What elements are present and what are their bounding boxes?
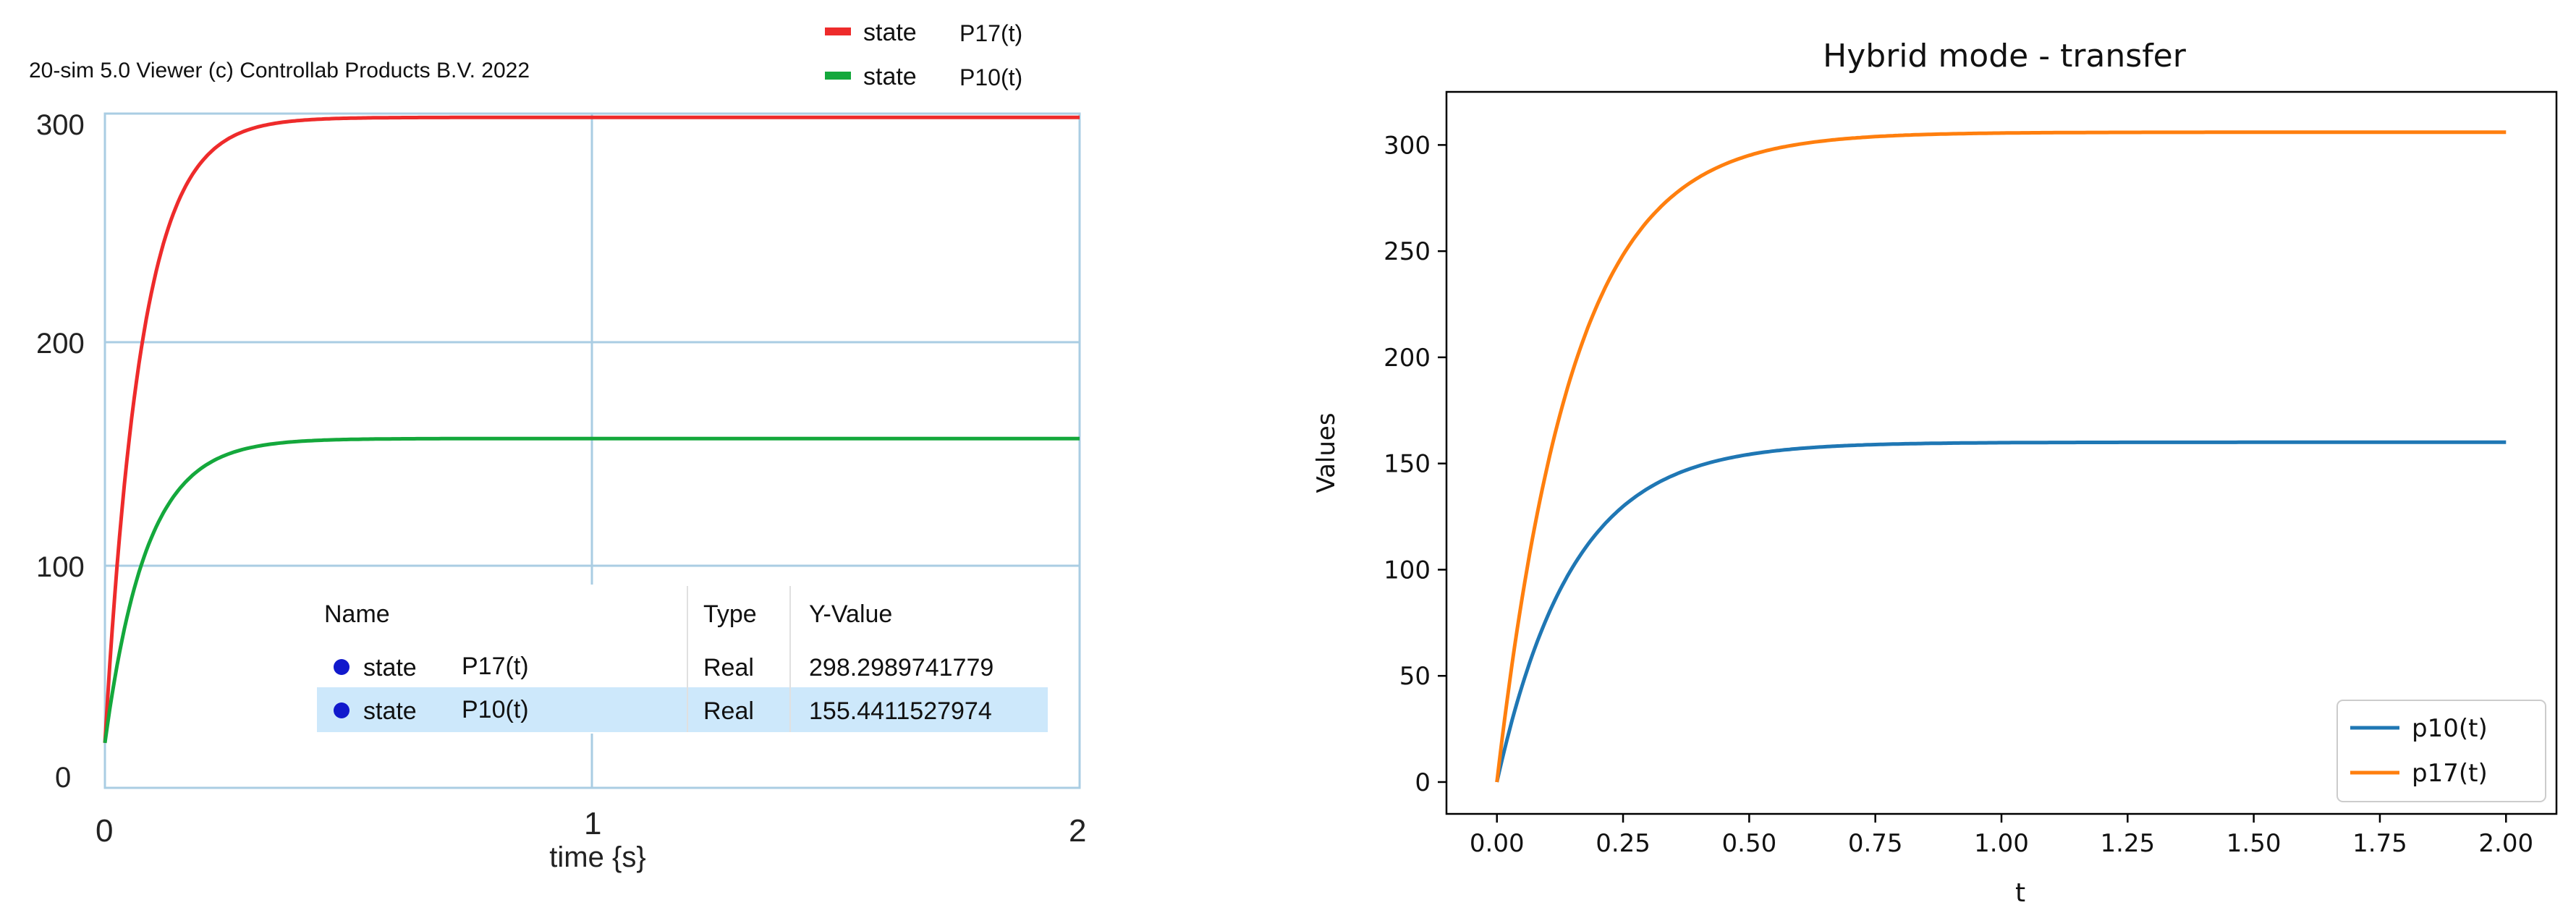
y-axis: 0 50 100 150 200 250 300 (1384, 131, 1446, 797)
x-axis-label: t (2015, 878, 2025, 908)
y-tick-label: 100 (1384, 556, 1431, 585)
x-tick-label: 1.00 (1974, 829, 2029, 858)
series-dot-icon (334, 702, 349, 718)
legend-swatch-p17 (825, 27, 851, 35)
series-line-p10t (1495, 440, 2507, 783)
y-tick-label: 250 (1384, 237, 1431, 266)
table-cell-value: 298.2989741779 (809, 654, 993, 681)
x-tick-label: 1.50 (2227, 829, 2281, 858)
sim-viewer-panel: 20-sim 5.0 Viewer (c) Controllab Product… (0, 0, 1114, 910)
value-table: Name Type Y-Value state P17(t) Real 298.… (317, 585, 1048, 734)
x-tick-label: 1.25 (2100, 829, 2155, 858)
legend-box (2336, 700, 2546, 802)
legend-prefix-p10: state (863, 63, 917, 90)
legend: p10(t) p17(t) (2336, 700, 2546, 802)
table-cell-name: P10(t) (462, 696, 529, 723)
sim-viewer-chart: 20-sim 5.0 Viewer (c) Controllab Product… (29, 19, 1086, 873)
series-line-p17t (1495, 130, 2507, 783)
hybrid-mode-chart: Hybrid mode - transfer 0 50 100 150 200 250 30… (1312, 38, 2558, 908)
table-cell-prefix: state (363, 654, 417, 681)
viewer-title: 20-sim 5.0 Viewer (c) Controllab Product… (29, 59, 530, 82)
series-dot-icon (334, 659, 349, 675)
table-header-y-value: Y-Value (809, 600, 892, 628)
y-tick-label: 200 (1384, 344, 1431, 373)
table-cell-type: Real (703, 697, 754, 725)
table-row[interactable]: state P10(t) Real 155.4411527974 (334, 696, 992, 725)
x-tick-label-2: 2 (1069, 813, 1086, 849)
legend-prefix-p17: state (863, 19, 917, 46)
x-axis-label: time {s} (549, 841, 645, 873)
table-cell-name: P17(t) (462, 653, 529, 680)
y-tick-label-100: 100 (36, 551, 85, 583)
legend-label-p17: p17(t) (2412, 759, 2488, 788)
x-tick-label: 1.75 (2352, 829, 2407, 858)
x-tick-label-0: 0 (96, 813, 113, 849)
legend-label-p10: p10(t) (2412, 714, 2488, 743)
x-tick-label: 0.00 (1470, 829, 1525, 858)
legend-swatch-p10 (825, 72, 851, 80)
table-cell-prefix: state (363, 697, 417, 725)
table-header-name: Name (324, 600, 390, 628)
series-line-p10t (103, 436, 1080, 744)
legend-label-p17: P17(t) (959, 20, 1022, 46)
axes-frame (1445, 90, 2558, 815)
table-row-selected-highlight (317, 687, 1048, 732)
series-line-p17t (103, 115, 1080, 744)
legend-label-p10: P10(t) (959, 64, 1022, 90)
series-group (103, 115, 1080, 744)
y-tick-label-200: 200 (36, 328, 85, 360)
table-cell-type: Real (703, 654, 754, 681)
y-tick-label: 150 (1384, 450, 1431, 479)
matplotlib-panel: Hybrid mode - transfer 0 50 100 150 200 250 30… (1288, 0, 2576, 910)
y-axis-label: Values (1312, 412, 1341, 493)
table-cell-value: 155.4411527974 (809, 697, 992, 725)
y-tick-label-0: 0 (55, 762, 71, 794)
x-tick-label-1: 1 (584, 806, 601, 841)
x-tick-label: 0.25 (1596, 829, 1651, 858)
x-axis: 0.00 0.25 0.50 0.75 1.00 1.25 1.50 1.75 2.00 (1470, 814, 2533, 858)
y-tick-label: 50 (1399, 662, 1431, 691)
table-row[interactable]: state P17(t) Real 298.2989741779 (334, 653, 993, 681)
x-tick-label: 0.50 (1722, 829, 1777, 858)
table-header-type: Type (703, 600, 757, 628)
x-tick-label: 0.75 (1848, 829, 1903, 858)
series-group (1495, 130, 2507, 783)
y-tick-label: 0 (1415, 768, 1431, 797)
y-tick-label-300: 300 (36, 109, 85, 141)
chart-title: Hybrid mode - transfer (1823, 38, 2187, 75)
x-tick-label: 2.00 (2478, 829, 2533, 858)
y-tick-label: 300 (1384, 131, 1431, 160)
